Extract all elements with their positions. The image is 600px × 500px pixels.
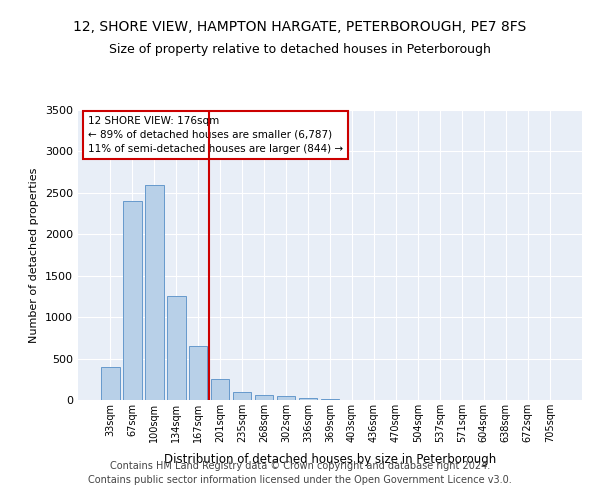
Bar [320,399,340,400]
Y-axis label: Number of detached properties: Number of detached properties [29,168,40,342]
Text: Size of property relative to detached houses in Peterborough: Size of property relative to detached ho… [109,42,491,56]
Bar [123,201,142,400]
Bar [233,392,251,400]
Text: 12, SHORE VIEW, HAMPTON HARGATE, PETERBOROUGH, PE7 8FS: 12, SHORE VIEW, HAMPTON HARGATE, PETERBO… [73,20,527,34]
X-axis label: Distribution of detached houses by size in Peterborough: Distribution of detached houses by size … [164,454,496,466]
Bar [189,346,208,400]
Text: 12 SHORE VIEW: 176sqm
← 89% of detached houses are smaller (6,787)
11% of semi-d: 12 SHORE VIEW: 176sqm ← 89% of detached … [88,116,343,154]
Bar [255,395,274,400]
Text: Contains HM Land Registry data © Crown copyright and database right 2024.
Contai: Contains HM Land Registry data © Crown c… [88,461,512,485]
Bar [167,296,185,400]
Bar [101,367,119,400]
Bar [277,396,295,400]
Bar [299,398,317,400]
Bar [211,380,229,400]
Bar [145,184,164,400]
